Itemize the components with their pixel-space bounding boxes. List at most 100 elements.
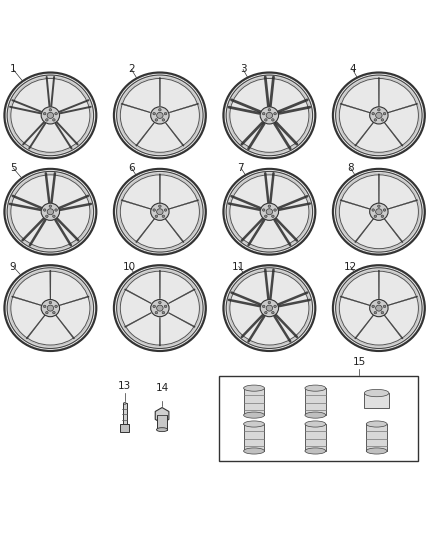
Bar: [364, 393, 389, 408]
Polygon shape: [169, 289, 195, 304]
Ellipse shape: [226, 268, 313, 349]
Text: 9: 9: [10, 262, 17, 271]
Ellipse shape: [378, 301, 380, 304]
Ellipse shape: [4, 72, 96, 158]
Ellipse shape: [46, 119, 48, 121]
Ellipse shape: [374, 311, 377, 314]
Bar: [120, 424, 129, 432]
Ellipse shape: [47, 112, 53, 118]
Text: 10: 10: [123, 262, 136, 271]
Ellipse shape: [376, 112, 382, 118]
Ellipse shape: [381, 215, 384, 217]
Ellipse shape: [156, 427, 168, 432]
Ellipse shape: [159, 301, 161, 304]
Ellipse shape: [339, 78, 418, 152]
Ellipse shape: [364, 390, 389, 397]
Ellipse shape: [153, 305, 155, 308]
Bar: [366, 424, 387, 451]
Ellipse shape: [164, 209, 167, 211]
Ellipse shape: [336, 172, 422, 252]
Ellipse shape: [151, 203, 169, 220]
Ellipse shape: [266, 209, 272, 215]
Ellipse shape: [114, 169, 206, 255]
Text: 7: 7: [237, 163, 244, 173]
Polygon shape: [50, 270, 51, 300]
Ellipse shape: [7, 268, 94, 349]
Text: 13: 13: [118, 381, 131, 391]
Ellipse shape: [120, 271, 199, 345]
Ellipse shape: [260, 300, 279, 317]
Polygon shape: [159, 78, 160, 106]
Ellipse shape: [53, 215, 55, 217]
Ellipse shape: [336, 268, 422, 349]
Ellipse shape: [262, 209, 265, 211]
Ellipse shape: [381, 311, 384, 314]
Ellipse shape: [4, 169, 96, 255]
Ellipse shape: [262, 305, 265, 308]
Ellipse shape: [223, 169, 315, 255]
Polygon shape: [355, 219, 374, 243]
Ellipse shape: [226, 172, 313, 252]
Ellipse shape: [370, 203, 388, 220]
Ellipse shape: [230, 271, 309, 345]
Ellipse shape: [55, 305, 57, 308]
Ellipse shape: [159, 109, 161, 111]
Ellipse shape: [383, 209, 386, 211]
Polygon shape: [124, 312, 151, 327]
Polygon shape: [378, 78, 379, 107]
Ellipse shape: [333, 72, 425, 158]
Ellipse shape: [157, 112, 163, 118]
Ellipse shape: [370, 107, 388, 124]
Text: 4: 4: [349, 64, 356, 75]
Ellipse shape: [43, 305, 46, 308]
Bar: [157, 415, 166, 430]
Ellipse shape: [223, 72, 315, 158]
Ellipse shape: [374, 215, 377, 217]
Polygon shape: [159, 318, 160, 346]
Polygon shape: [384, 219, 403, 243]
Ellipse shape: [157, 305, 163, 311]
Ellipse shape: [244, 448, 265, 454]
Ellipse shape: [55, 112, 57, 115]
Ellipse shape: [164, 112, 167, 115]
Ellipse shape: [226, 75, 313, 156]
Ellipse shape: [151, 300, 169, 317]
Bar: [219, 376, 418, 462]
Ellipse shape: [372, 209, 374, 211]
Bar: [305, 388, 326, 415]
Ellipse shape: [268, 109, 271, 111]
Ellipse shape: [262, 112, 265, 115]
Polygon shape: [355, 315, 374, 339]
Polygon shape: [355, 122, 374, 146]
Ellipse shape: [55, 209, 57, 211]
Bar: [244, 388, 265, 415]
Ellipse shape: [266, 305, 272, 311]
Ellipse shape: [272, 215, 274, 217]
Polygon shape: [26, 315, 45, 339]
Polygon shape: [56, 315, 74, 339]
Ellipse shape: [274, 112, 276, 115]
Ellipse shape: [155, 311, 158, 314]
Bar: [123, 403, 127, 425]
Ellipse shape: [46, 215, 48, 217]
Ellipse shape: [157, 209, 163, 215]
Ellipse shape: [265, 215, 267, 217]
Ellipse shape: [162, 119, 165, 121]
Polygon shape: [59, 296, 89, 306]
Polygon shape: [159, 270, 160, 298]
Ellipse shape: [339, 271, 418, 345]
Ellipse shape: [117, 172, 203, 252]
Ellipse shape: [117, 75, 203, 156]
Polygon shape: [121, 199, 151, 209]
Polygon shape: [384, 122, 403, 146]
Polygon shape: [121, 103, 150, 113]
Ellipse shape: [11, 78, 90, 152]
Ellipse shape: [47, 209, 53, 215]
Polygon shape: [166, 123, 184, 146]
Ellipse shape: [274, 305, 276, 308]
Ellipse shape: [305, 421, 326, 427]
Ellipse shape: [46, 311, 48, 314]
Ellipse shape: [244, 412, 265, 418]
Ellipse shape: [41, 203, 60, 220]
Ellipse shape: [11, 271, 90, 345]
